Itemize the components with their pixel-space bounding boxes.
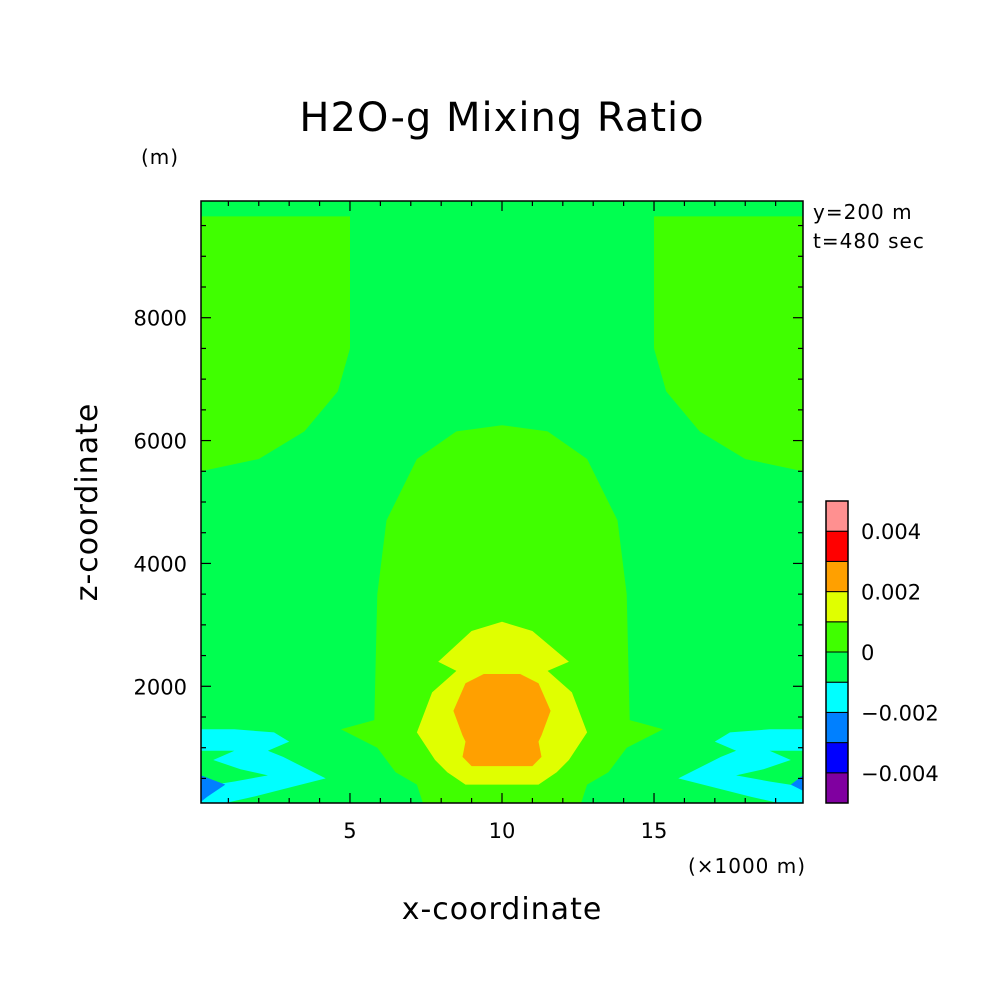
colorbar-swatch <box>825 651 849 683</box>
x-tick-label: 10 <box>489 819 516 843</box>
colorbar-swatch <box>825 621 849 653</box>
colorbar-frame <box>825 500 849 804</box>
contour-region-10 <box>790 775 803 791</box>
colorbar: −0.004 −0.002 0 0.002 0.004 <box>825 500 939 804</box>
contour-region-5 <box>201 729 326 803</box>
contour-region-4 <box>453 674 551 767</box>
colorbar-swatch <box>825 681 849 713</box>
colorbar-swatch <box>825 742 849 774</box>
chart-title: H2O-g Mixing Ratio <box>299 95 704 141</box>
y-unit-label: (m) <box>141 145 179 169</box>
x-axis: 5 10 15 <box>227 201 777 843</box>
contour-region-2 <box>340 425 664 803</box>
annotation-t: t=480 sec <box>813 229 925 253</box>
annotation-y: y=200 m <box>813 200 913 224</box>
plot-area <box>200 200 804 804</box>
colorbar-swatch <box>825 500 849 532</box>
x-tick-label: 5 <box>343 819 356 843</box>
colorbar-tick-label: 0.004 <box>861 520 921 544</box>
contour-region-9 <box>736 750 803 786</box>
colorbar-tick-label: 0 <box>861 641 874 665</box>
colorbar-swatch <box>825 560 849 593</box>
contour-region-0 <box>201 216 350 472</box>
y-axis: 2000 4000 6000 8000 <box>134 224 803 780</box>
y-tick-label: 8000 <box>134 307 187 331</box>
contour-region-6 <box>201 750 268 786</box>
y-axis-label: z-coordinate <box>70 403 105 602</box>
contour-region-8 <box>678 729 803 803</box>
colorbar-swatch <box>825 711 849 744</box>
contour-region-1 <box>654 216 803 472</box>
x-unit-label: (×1000 m) <box>688 854 806 878</box>
y-tick-label: 2000 <box>134 675 187 699</box>
colorbar-tick-label: 0.002 <box>861 581 921 605</box>
colorbar-tick-label: −0.004 <box>861 762 939 786</box>
x-axis-label: x-coordinate <box>402 892 603 927</box>
colorbar-swatch <box>825 530 849 562</box>
contour-region-7 <box>201 775 226 802</box>
x-tick-label: 15 <box>641 819 668 843</box>
y-tick-label: 4000 <box>134 552 187 576</box>
colorbar-swatch <box>825 772 849 804</box>
colorbar-swatch <box>825 591 849 623</box>
y-tick-label: 6000 <box>134 430 187 454</box>
colorbar-tick-label: −0.002 <box>861 701 939 725</box>
